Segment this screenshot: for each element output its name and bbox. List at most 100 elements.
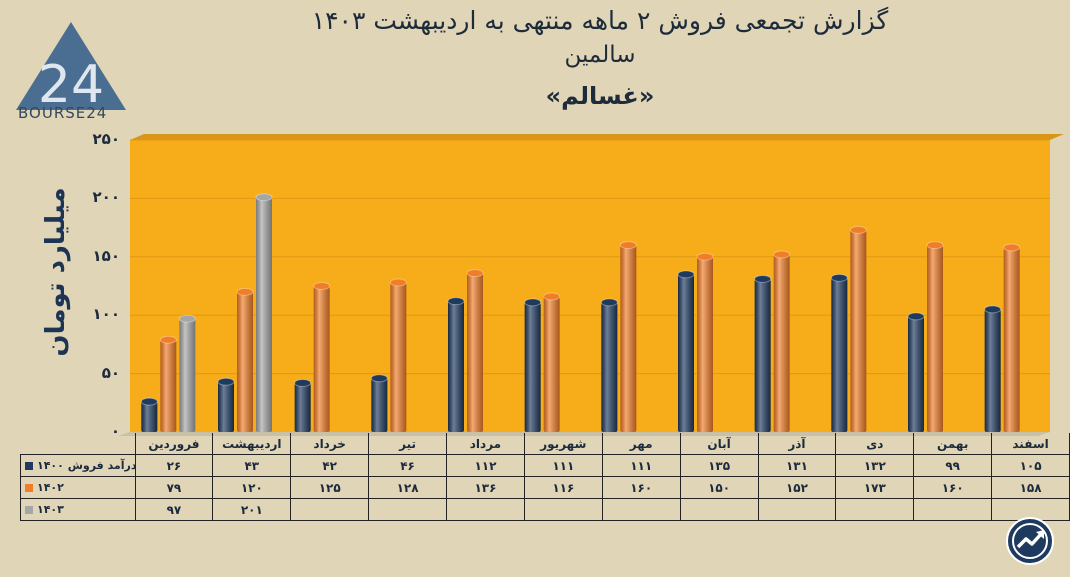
bar-top-0-1 [217, 377, 235, 386]
bar-shade-1-1 [237, 291, 253, 432]
bar-shade-0-4 [448, 301, 464, 432]
bar-shade-1-2 [313, 286, 330, 432]
bar-shade-1-9 [850, 229, 867, 432]
data-label: ۱۱۱ [523, 454, 603, 477]
data-label [368, 498, 447, 521]
data-label [601, 498, 681, 521]
bar-top-1-5 [543, 292, 561, 301]
bar-top-0-0 [140, 397, 158, 406]
bar-shade-1-11 [1003, 247, 1020, 432]
logo-number: 24 [38, 55, 104, 115]
bar-top-0-6 [600, 298, 618, 307]
data-label: ۲۶ [134, 454, 214, 477]
data-label: ۱۶۰ [913, 476, 993, 499]
bar-shade-0-9 [831, 277, 848, 432]
bar-shade-0-2 [294, 382, 311, 432]
bar-top-0-9 [830, 273, 848, 282]
bar-shade-0-1 [218, 381, 234, 432]
data-label: ۱۲۰ [212, 476, 292, 499]
data-label [290, 498, 370, 521]
x-category-label: فروردین [134, 433, 214, 455]
legend-label: ۱۴۰۳ [37, 503, 64, 516]
x-category-label: بهمن [913, 433, 993, 455]
y-tick-label: ۰ [110, 422, 120, 440]
bar-top-0-10 [907, 312, 925, 321]
bar-top-1-2 [313, 282, 331, 290]
trend-up-icon [1006, 517, 1054, 565]
data-label: ۷۹ [134, 476, 214, 499]
legend-label: ۱۴۰۲ [37, 481, 64, 494]
bar-shade-1-6 [620, 245, 637, 432]
bar-top-0-5 [524, 298, 542, 307]
data-label [757, 498, 837, 521]
bar-shade-0-5 [524, 302, 541, 432]
bar-top-1-7 [696, 252, 714, 261]
bar-top-1-4 [466, 269, 484, 278]
bar-top-2-1 [255, 193, 273, 202]
legend-entry: درآمد فروش ۱۴۰۰ [20, 454, 136, 477]
y-axis-label: میلیارد تومان [41, 187, 71, 357]
y-tick-label: ۱۰۰ [92, 305, 120, 324]
y-tick-label: ۲۵۰ [92, 130, 120, 148]
bar-top-1-6 [619, 241, 637, 250]
bar-shade-1-8 [773, 254, 790, 432]
data-label [913, 498, 993, 521]
legend-swatch [25, 506, 33, 514]
data-label: ۱۶۰ [601, 476, 681, 499]
y-tick-label: ۲۰۰ [92, 188, 120, 207]
y-tick-label: ۱۵۰ [92, 246, 120, 265]
bar-shade-0-0 [141, 401, 158, 432]
y-tick-label: ۵۰ [101, 363, 120, 382]
bar-shade-1-4 [467, 273, 483, 432]
bar-top-1-9 [849, 225, 867, 234]
x-category-label: آبان [679, 433, 759, 455]
data-label: ۴۶ [368, 454, 447, 477]
bar-top-1-0 [159, 335, 177, 344]
bar-top-0-3 [370, 374, 388, 383]
data-label [523, 498, 603, 521]
bar-shade-1-7 [697, 256, 713, 432]
data-label: ۱۷۳ [835, 476, 915, 499]
bar-shade-0-10 [908, 316, 924, 432]
plot-area [130, 140, 1050, 432]
data-label: ۱۰۵ [991, 454, 1070, 477]
bar-top-1-8 [773, 250, 791, 259]
bar-top-1-10 [926, 241, 944, 250]
plot-wall-top [130, 134, 1064, 140]
legend-swatch [25, 484, 33, 492]
bar-shade-0-6 [601, 302, 618, 432]
bar-top-0-11 [984, 305, 1002, 314]
data-label: ۹۹ [913, 454, 993, 477]
x-category-label: خرداد [290, 433, 370, 455]
x-category-label: دی [835, 433, 915, 455]
bar-top-1-3 [389, 278, 407, 287]
x-category-label: آذر [757, 433, 837, 455]
bar-top-0-4 [447, 297, 465, 306]
logo-text: BOURSE24 [18, 104, 108, 122]
data-label: ۴۳ [212, 454, 292, 477]
data-label [835, 498, 915, 521]
x-category-label: اردیبهشت [212, 433, 292, 455]
data-label: ۹۷ [134, 498, 214, 521]
chart-title: گزارش تجمعی فروش ۲ ماهه منتهی به اردیبهش… [311, 6, 889, 35]
legend-swatch [25, 462, 33, 470]
data-label: ۲۰۱ [212, 498, 292, 521]
legend-label: درآمد فروش ۱۴۰۰ [37, 459, 135, 472]
bar-shade-2-1 [256, 197, 272, 432]
x-category-label: مهر [601, 433, 681, 455]
bar-top-0-7 [677, 270, 695, 279]
bar-shade-1-3 [390, 282, 407, 432]
x-category-label: اسفند [991, 433, 1070, 455]
bar-shade-1-0 [160, 339, 177, 432]
data-label: ۱۲۸ [368, 476, 447, 499]
data-label: ۱۱۶ [523, 476, 603, 499]
bar-top-1-1 [236, 287, 254, 296]
data-label: ۱۵۸ [991, 476, 1070, 499]
x-category-label: تیر [368, 433, 447, 455]
bar-top-1-11 [1003, 243, 1021, 252]
bar-top-2-0 [178, 314, 196, 323]
data-table: فروردین اردیبهشت خرداد تیر مرداد شهریور مهر آبا… [20, 433, 1070, 521]
legend-entry: ۱۴۰۳ [20, 498, 136, 521]
data-label: ۱۵۰ [679, 476, 759, 499]
